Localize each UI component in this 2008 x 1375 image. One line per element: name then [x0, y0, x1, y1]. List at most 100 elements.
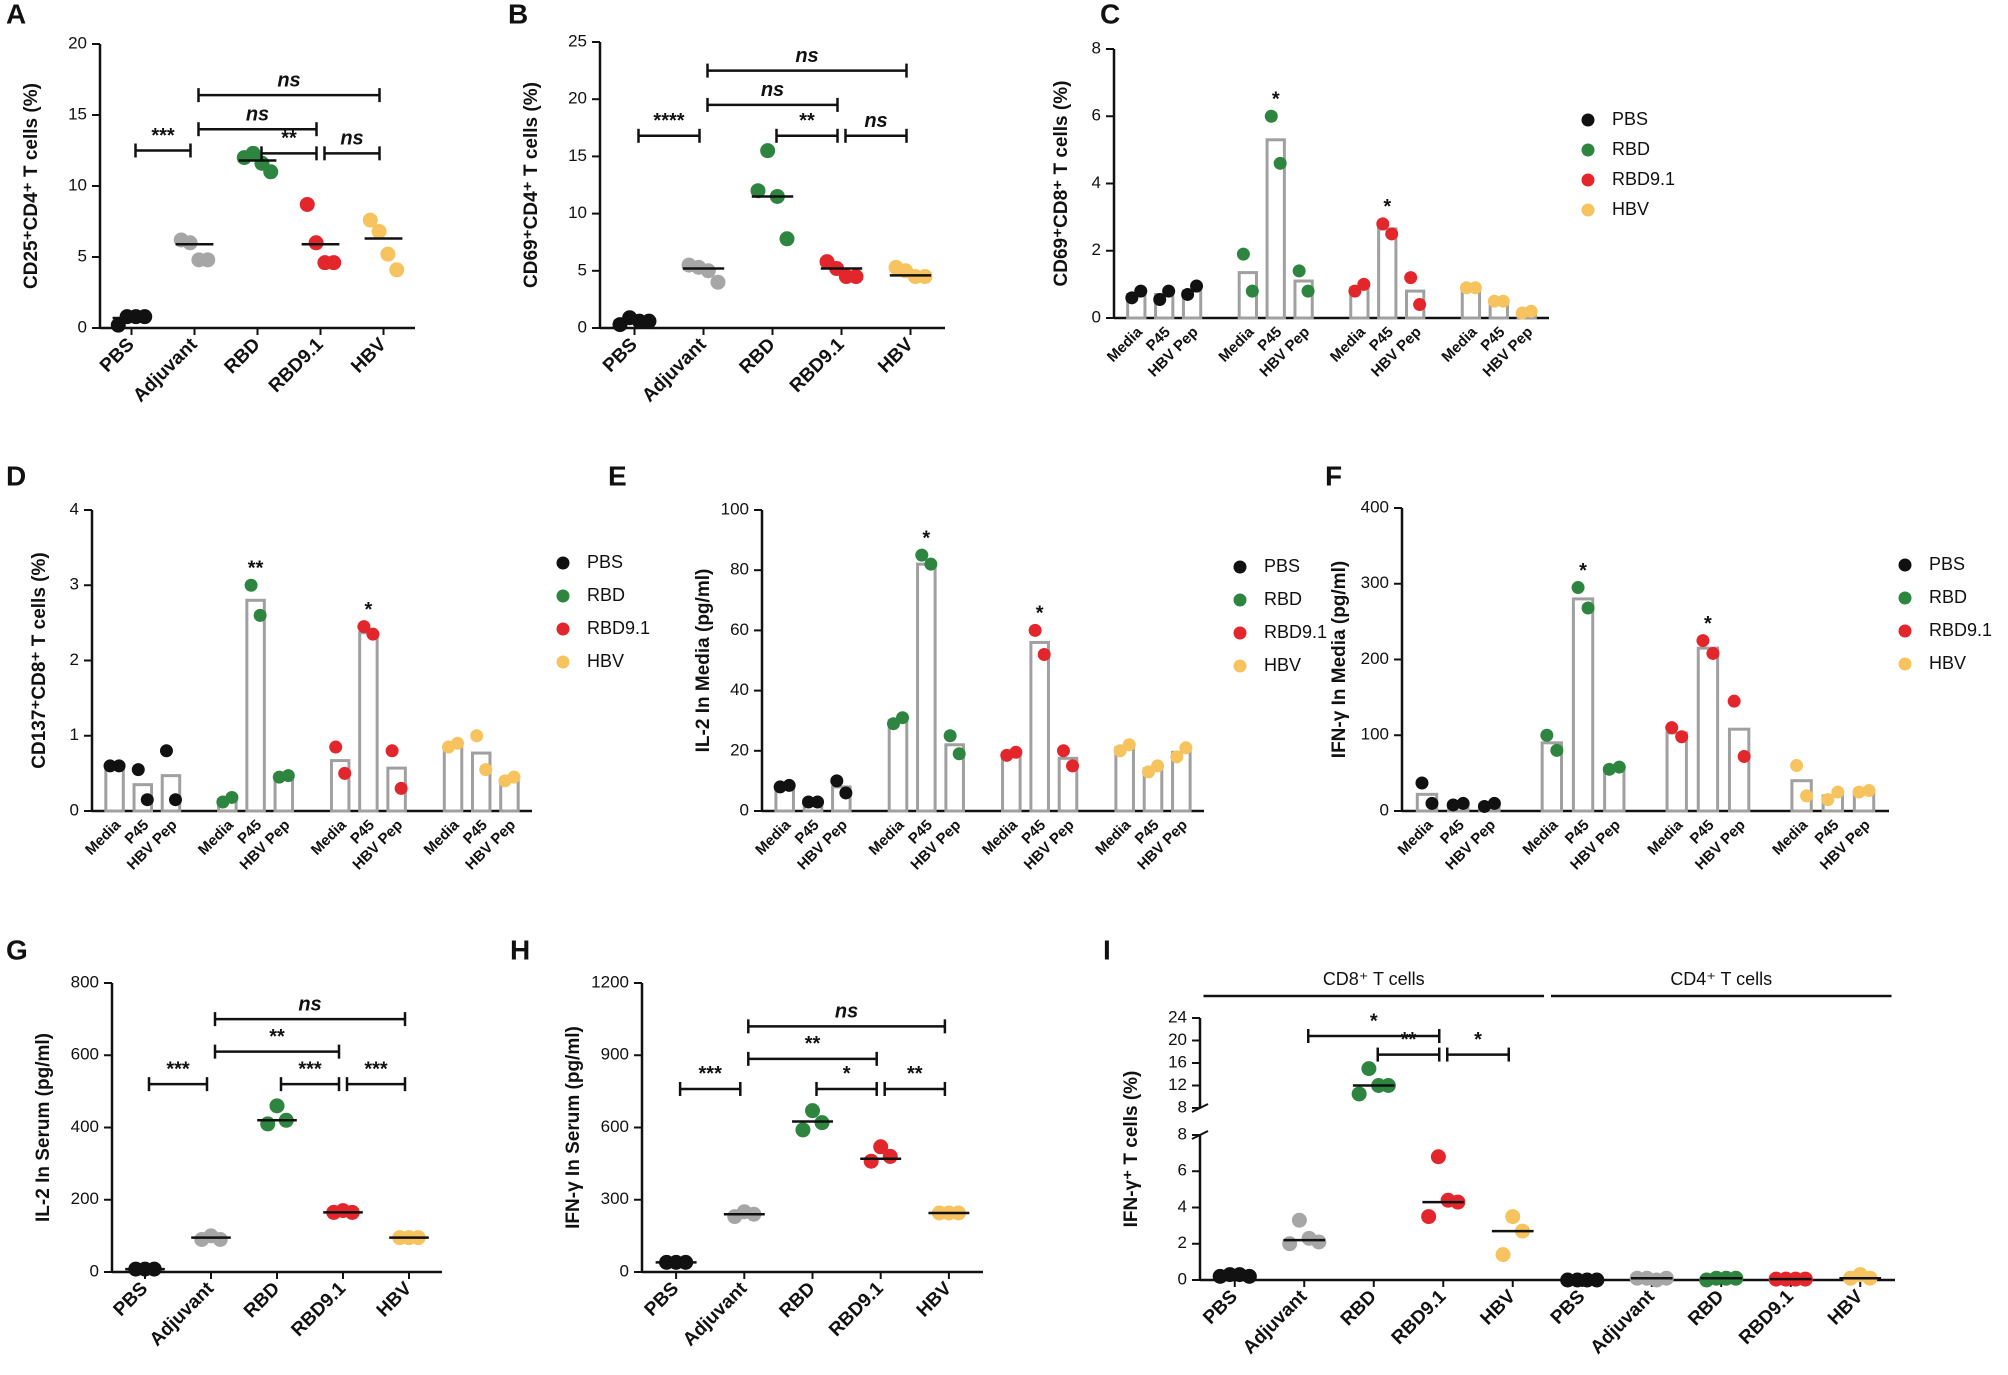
data-point: [1665, 721, 1679, 735]
legend-label: HBV: [1929, 653, 1966, 673]
x-tick-label: HBV: [1824, 1286, 1867, 1329]
data-point: [873, 1139, 889, 1155]
x-tick-label: Media: [866, 816, 909, 859]
x-tick-label: RBD9.1: [786, 334, 849, 397]
legend-label: RBD: [1929, 587, 1967, 607]
x-tick-label: RBD9.1: [1388, 1286, 1451, 1349]
x-tick-label: RBD: [221, 334, 265, 378]
y-tick-label: 200: [71, 1189, 99, 1208]
data-point: [1487, 294, 1501, 308]
data-point: [1790, 759, 1804, 773]
legend-marker: [556, 655, 570, 669]
data-point: [380, 246, 396, 262]
data-point: [1456, 796, 1470, 810]
bar: [1293, 279, 1314, 320]
bar: [1265, 138, 1286, 320]
x-tick-label: RBD: [1684, 1286, 1728, 1330]
legend-label: HBV: [1612, 199, 1649, 219]
data-point: [1495, 1247, 1511, 1263]
data-point: [1245, 284, 1259, 298]
bar: [831, 785, 852, 813]
x-tick-label: Media: [1519, 816, 1562, 859]
y-tick-label: 20: [730, 740, 749, 759]
data-point: [263, 164, 279, 180]
bar: [245, 598, 266, 813]
bar: [104, 764, 125, 813]
data-point: [805, 1103, 820, 1119]
data-point: [1301, 284, 1315, 298]
data-point: [168, 793, 182, 807]
data-point: [795, 1122, 811, 1138]
data-point: [1292, 264, 1306, 278]
y-tick-label: 5: [578, 260, 587, 279]
x-tick-label: Media: [1327, 323, 1370, 366]
x-tick-label: Media: [979, 816, 1022, 859]
data-point: [507, 770, 521, 784]
data-point: [112, 759, 126, 773]
y-tick-label: 1200: [591, 972, 629, 991]
y-tick-label: 8: [1092, 38, 1101, 57]
data-point: [1612, 760, 1626, 774]
x-tick-label: HBV: [1477, 1286, 1520, 1329]
y-tick-label: 3: [70, 575, 79, 594]
data-point: [710, 274, 726, 290]
y-tick-label: 15: [68, 104, 87, 123]
data-point: [1540, 728, 1554, 742]
y-tick-label: 8: [1178, 1097, 1187, 1116]
data-point: [801, 795, 815, 809]
significance-label: ns: [246, 103, 269, 125]
data-point: [479, 763, 493, 777]
data-point: [308, 235, 324, 251]
y-tick-label: 6: [1092, 106, 1101, 125]
data-point: [1361, 1061, 1377, 1077]
data-point: [371, 223, 387, 239]
x-tick-label: RBD9.1: [1735, 1286, 1798, 1349]
panel-letter: G: [6, 934, 28, 965]
panel-letter: D: [6, 460, 26, 491]
y-tick-label: 10: [568, 203, 587, 222]
data-point: [470, 729, 484, 743]
data-point: [253, 608, 267, 622]
bar: [1571, 597, 1595, 813]
data-point: [137, 309, 153, 325]
significance-label: *: [1370, 1010, 1378, 1032]
significance-label: *: [843, 1063, 851, 1085]
y-tick-label: 15: [568, 146, 587, 165]
panel-letter: I: [1103, 934, 1111, 965]
significance-label: ns: [277, 69, 300, 91]
significance-label: **: [269, 1026, 285, 1048]
data-point: [329, 740, 343, 754]
panel-letter: H: [510, 934, 530, 965]
bar: [1665, 731, 1688, 813]
y-axis-label: IL-2 In Serum (pg/ml): [33, 1033, 54, 1222]
bar: [1114, 746, 1135, 813]
legend-label: PBS: [1612, 109, 1648, 129]
y-axis-label: IL-2 In Media (pg/ml): [693, 569, 714, 753]
legend-label: RBD: [1264, 589, 1302, 609]
significance-label: **: [805, 1033, 821, 1055]
bar: [1540, 741, 1564, 813]
data-point: [1264, 109, 1278, 123]
y-tick-label: 2: [70, 650, 79, 669]
data-point: [244, 578, 258, 592]
data-point: [1415, 776, 1429, 790]
data-point: [1430, 1149, 1446, 1165]
y-axis-label: IFN-γ⁺ T cells (%): [1121, 1071, 1142, 1228]
data-point: [1181, 287, 1195, 301]
x-tick-label: RBD9.1: [287, 1278, 350, 1341]
y-tick-label: 60: [730, 620, 749, 639]
x-tick-label: Adjuvant: [146, 1278, 219, 1351]
legend-marker: [1581, 143, 1595, 157]
y-tick-label: 100: [1361, 725, 1389, 744]
data-point: [1696, 634, 1710, 648]
y-tick-label: 10: [68, 175, 87, 194]
y-axis-label: IFN-γ In Media (pg/ml): [1329, 561, 1350, 758]
legend-marker: [1898, 591, 1912, 605]
y-tick-label: 600: [71, 1045, 99, 1064]
data-point: [1282, 1236, 1298, 1252]
data-point: [896, 711, 910, 725]
data-point: [326, 255, 342, 271]
y-tick-label: 2: [1092, 240, 1101, 259]
x-tick-label: PBS: [1199, 1286, 1241, 1328]
bar: [358, 631, 379, 813]
